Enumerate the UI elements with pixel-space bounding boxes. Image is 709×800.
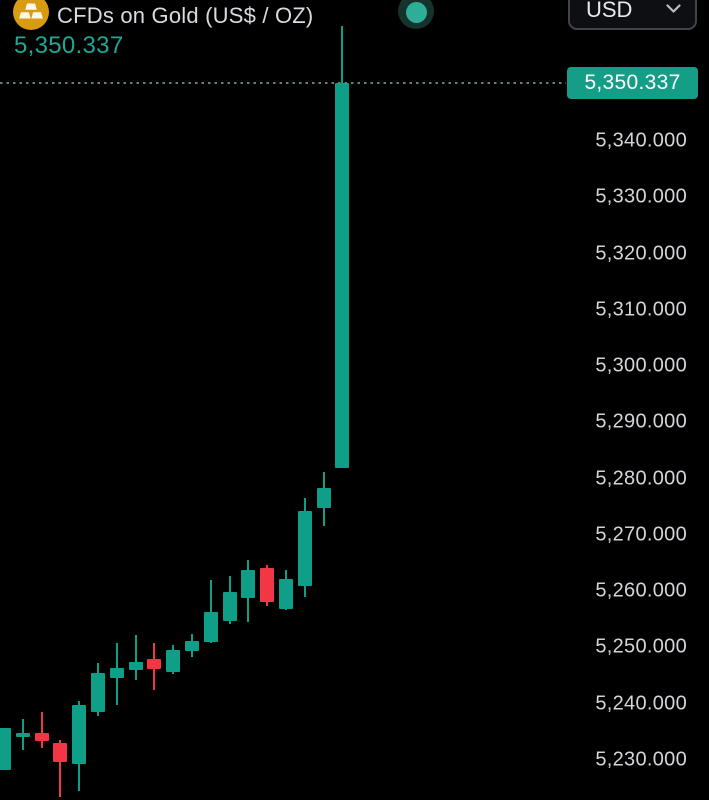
symbol-title: CFDs on Gold (US$ / OZ) xyxy=(57,3,314,28)
candle-body xyxy=(260,567,275,602)
price-tick-label: 5,250.000 xyxy=(595,635,687,658)
candle-body xyxy=(335,82,350,468)
market-status-dot xyxy=(405,1,427,23)
price-tick-label: 5,280.000 xyxy=(595,467,687,490)
price-tick-label: 5,240.000 xyxy=(595,692,687,715)
price-tick-label: 5,290.000 xyxy=(595,410,687,433)
candle-body xyxy=(203,611,218,642)
candle-body xyxy=(34,732,49,742)
last-price-badge-label: 5,350.337 xyxy=(584,70,681,94)
last-price-badge: 5,350.337 xyxy=(567,66,698,99)
price-tick-label: 5,320.000 xyxy=(595,242,687,265)
gold-bars-icon xyxy=(13,0,49,35)
price-tick-label: 5,300.000 xyxy=(595,354,687,377)
candle-body xyxy=(279,579,293,609)
candle-body xyxy=(185,640,199,651)
candle-body xyxy=(147,658,162,669)
price-tick-label: 5,310.000 xyxy=(595,298,687,321)
candle-body xyxy=(222,591,237,621)
candle-body xyxy=(53,742,68,762)
price-tick-label: 5,270.000 xyxy=(595,523,687,546)
candle-body xyxy=(109,667,124,678)
candle-wick xyxy=(40,711,43,748)
candle-body xyxy=(316,487,331,509)
currency-selector[interactable]: USD xyxy=(568,0,697,30)
price-axis[interactable]: 5,340.000 5,330.000 5,320.000 5,310.000 5,30… xyxy=(559,0,709,800)
price-tick-label: 5,340.000 xyxy=(595,129,687,152)
price-tick-label: 5,330.000 xyxy=(595,185,687,208)
candle-body xyxy=(128,662,143,670)
candle-body xyxy=(91,672,105,712)
candle-body xyxy=(15,732,30,738)
candle-body xyxy=(166,649,181,672)
market-status-icon[interactable] xyxy=(398,0,434,29)
price-tick-label: 5,260.000 xyxy=(595,579,687,602)
chevron-down-icon xyxy=(666,0,681,18)
candle-wick xyxy=(59,739,62,797)
price-tick-label: 5,230.000 xyxy=(595,748,687,771)
header-last-price: 5,350.337 xyxy=(14,32,124,59)
last-price-line xyxy=(0,81,566,84)
candle-wick xyxy=(209,579,212,644)
candle-body xyxy=(0,728,11,770)
candle-body xyxy=(297,510,312,586)
candle-wick xyxy=(134,635,137,680)
currency-selector-value: USD xyxy=(586,0,633,22)
candle-body xyxy=(72,704,87,764)
candle-body xyxy=(241,569,256,598)
